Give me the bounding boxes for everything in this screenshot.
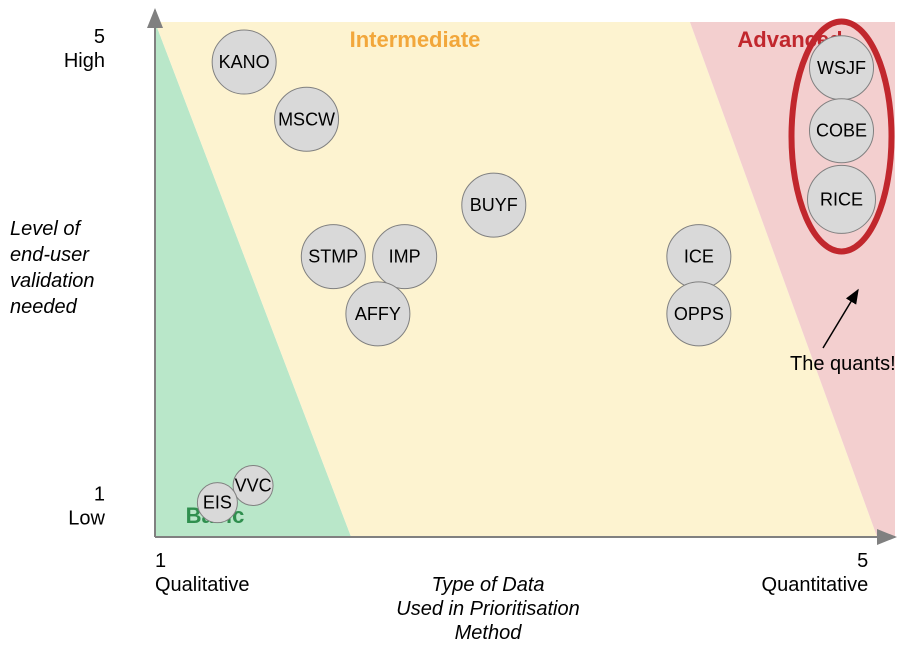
- y-tick-hi-txt: High: [64, 50, 105, 72]
- y-tick-lo-txt: Low: [68, 508, 105, 530]
- bubble-label: MSCW: [278, 109, 335, 129]
- x-axis-title-line: Used in Prioritisation: [396, 598, 579, 620]
- bubble-ice: ICE: [667, 225, 731, 289]
- bubble-label: RICE: [820, 189, 863, 209]
- bubble-vvc: VVC: [233, 466, 273, 506]
- bubble-opps: OPPS: [667, 282, 731, 346]
- region-intermediate-label: Intermediate: [350, 27, 481, 52]
- y-axis-title-line: needed: [10, 296, 78, 318]
- x-axis-title-line: Type of Data: [431, 574, 544, 596]
- y-tick-hi-num: 5: [94, 26, 105, 48]
- bubble-label: STMP: [308, 247, 358, 267]
- x-tick-hi-txt: Quantitative: [762, 574, 869, 596]
- scatter-chart: BasicIntermediateAdvanced KANOMSCWBUYFST…: [0, 0, 910, 662]
- bubble-label: IMP: [389, 247, 421, 267]
- background-regions: [155, 22, 895, 537]
- bubble-label: BUYF: [470, 195, 518, 215]
- bubble-label: EIS: [203, 493, 232, 513]
- bubble-cobe: COBE: [810, 99, 874, 163]
- x-tick-hi-num: 5: [857, 550, 868, 572]
- chart-container: BasicIntermediateAdvanced KANOMSCWBUYFST…: [0, 0, 910, 662]
- y-axis-title-line: end-user: [10, 244, 90, 266]
- x-tick-lo-txt: Qualitative: [155, 574, 250, 596]
- y-tick-lo-num: 1: [94, 484, 105, 506]
- bubble-label: VVC: [235, 476, 272, 496]
- bubble-label: OPPS: [674, 304, 724, 324]
- y-axis-title-line: Level of: [10, 218, 82, 240]
- bubble-rice: RICE: [808, 165, 876, 233]
- bubble-label: AFFY: [355, 304, 401, 324]
- bubble-mscw: MSCW: [275, 87, 339, 151]
- x-axis-title-line: Method: [455, 622, 523, 644]
- bubble-label: KANO: [219, 52, 270, 72]
- bubble-kano: KANO: [212, 30, 276, 94]
- bubble-label: WSJF: [817, 58, 866, 78]
- bubble-label: ICE: [684, 247, 714, 267]
- bubble-label: COBE: [816, 121, 867, 141]
- bubble-affy: AFFY: [346, 282, 410, 346]
- bubble-stmp: STMP: [301, 225, 365, 289]
- bubble-wsjf: WSJF: [810, 36, 874, 100]
- x-tick-lo-num: 1: [155, 550, 166, 572]
- bubble-imp: IMP: [373, 225, 437, 289]
- y-axis-title-line: validation: [10, 270, 95, 292]
- bubble-eis: EIS: [197, 483, 237, 523]
- bubble-buyf: BUYF: [462, 173, 526, 237]
- annotation-text: The quants!: [790, 353, 896, 375]
